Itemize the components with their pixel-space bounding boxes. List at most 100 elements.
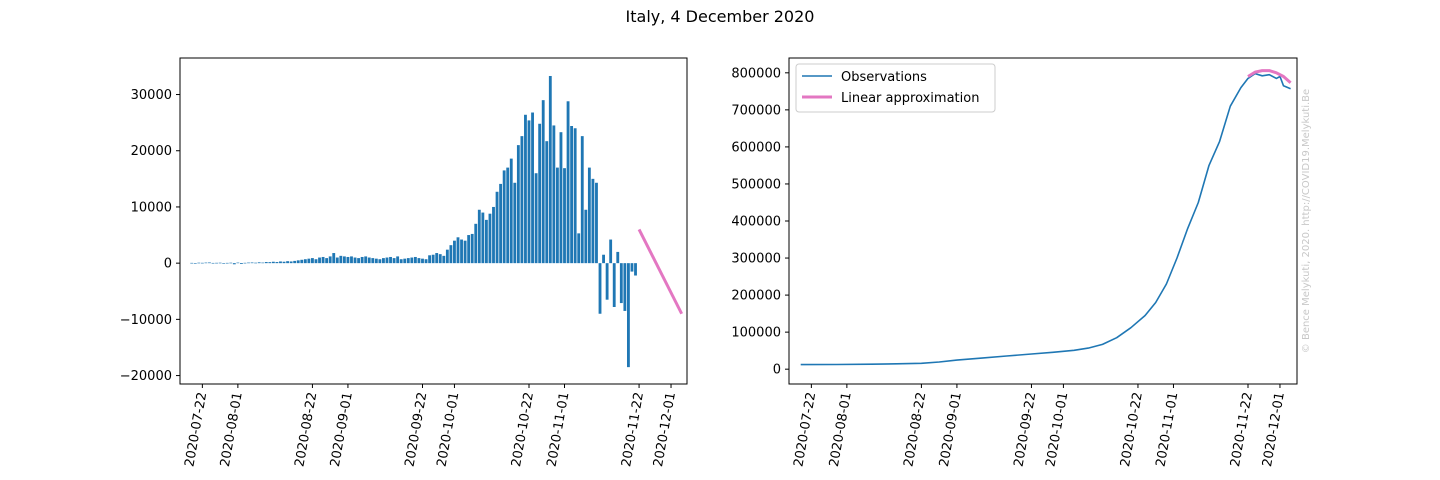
bar [328,256,332,264]
bar [570,126,574,264]
bar [460,239,463,264]
bar [282,261,286,264]
bar [229,262,233,264]
right-xtick-label: 2020-11-01 [1154,391,1182,468]
bar [190,262,194,264]
bar [200,262,204,264]
bar [225,262,229,264]
bar [438,254,442,264]
left-xtick-label: 2020-11-22 [619,391,647,468]
left-ytick-label: −10000 [120,313,172,328]
left-ytick-label: 20000 [131,144,172,159]
right-ytick-label: 0 [773,363,781,378]
bar [516,145,520,264]
bar [481,212,485,264]
right-xtick-label: 2020-10-22 [1118,391,1146,468]
bar [314,259,318,264]
bar [350,256,353,264]
bar [445,249,449,264]
bar [524,114,527,264]
bar [580,136,584,264]
bar [360,256,364,264]
bar [492,206,495,264]
bar [208,262,211,264]
left-xtick-label: 2020-12-01 [651,391,679,468]
bar [548,75,552,264]
right-ytick-label: 400000 [731,215,781,230]
right-ytick-label: 800000 [731,66,781,81]
left-ytick-label: 0 [164,257,172,272]
bar [431,254,435,264]
left-xtick-label: 2020-09-01 [328,391,356,468]
bar [193,263,197,264]
bar [342,256,346,264]
bar [240,263,243,264]
bar [293,260,297,264]
left-approximation-segment [637,228,684,315]
bar [346,256,350,264]
left-y-axis: −20000 −10000 0 10000 20000 30000 [120,88,180,384]
bar [555,167,559,264]
right-x-axis: 2020-07-22 2020-08-01 2020-08-22 2020-09-01… [791,384,1288,468]
bar [378,259,382,264]
bar [595,182,598,264]
bar [279,261,282,264]
bar [609,239,613,264]
left-xtick-label: 2020-10-01 [434,391,462,468]
bar [268,262,272,264]
bar [296,260,300,264]
left-x-axis: 2020-07-22 2020-08-01 2020-08-22 2020-09-01… [182,384,679,468]
bar [286,261,289,264]
right-ytick-label: 500000 [731,177,781,192]
bar [300,259,304,264]
bar [424,259,428,264]
bar [538,123,542,264]
bar [605,263,609,300]
bar [396,256,400,264]
bar [598,263,602,314]
bar [573,128,577,264]
bar [417,258,421,264]
bar [232,263,236,265]
bar [321,256,325,264]
bar [289,261,293,264]
bar [484,219,488,264]
bar [413,256,417,264]
right-xtick-label: 2020-08-22 [901,391,929,468]
bar [357,258,361,264]
right-ytick-label: 300000 [731,252,781,267]
bar [467,235,471,264]
bar [335,257,339,264]
bar [325,258,329,264]
bar [211,262,215,264]
bar [353,257,357,264]
bar [634,263,637,276]
bar [630,263,634,272]
bar [527,120,531,264]
right-xtick-label: 2020-07-22 [791,391,819,468]
bar [623,263,627,311]
right-line-chart: 0 100000 200000 300000 400000 500000 600000 700… [731,57,1298,468]
bar [566,101,570,264]
bar [463,240,467,264]
bar [222,263,226,264]
bar [389,256,392,264]
daily-change-bars [190,75,637,368]
bar [435,253,439,264]
bar [367,257,371,264]
left-xtick-label: 2020-07-22 [182,391,210,468]
bar [428,255,432,264]
figure-title: Italy, 4 December 2020 [626,7,815,26]
left-ytick-label: 30000 [131,88,172,103]
bar [339,255,343,264]
bar [584,209,588,264]
bar [499,183,503,264]
bar [456,237,460,264]
bar [399,259,403,264]
bar [453,240,456,264]
bar [247,262,250,264]
bar [602,254,605,264]
bar [385,257,389,264]
legend-approximation-label: Linear approximation [841,91,979,106]
